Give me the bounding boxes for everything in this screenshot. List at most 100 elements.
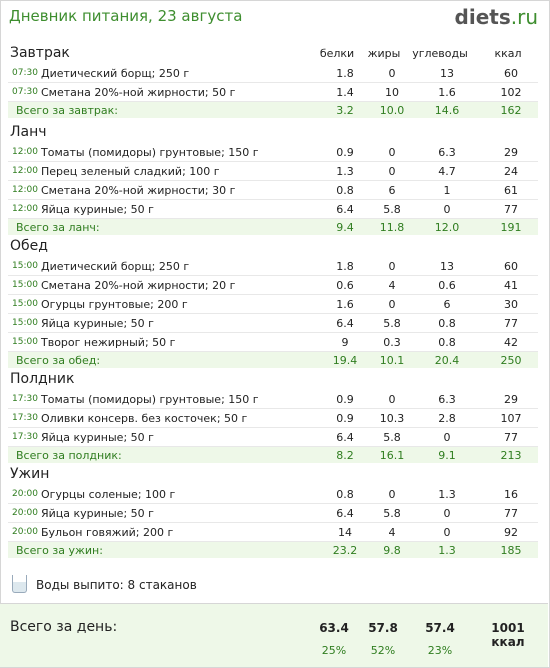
food-fat: 0.3 [383,336,401,349]
food-time: 07:30 [12,87,38,97]
food-name[interactable]: Перец зеленый сладкий; 100 г [41,165,220,178]
food-row[interactable]: 15:00 Диетический борщ; 250 г 1.8 0 13 60 [8,258,538,276]
food-name[interactable]: Творог нежирный; 50 г [41,336,176,349]
meal-total-fat: 16.1 [379,449,405,462]
food-kcal: 41 [504,279,518,292]
meal-total-row: Всего за полдник: 8.2 16.1 9.1 213 [8,447,538,463]
food-kcal: 60 [504,260,518,273]
meal-title: Обед [10,238,48,254]
page-title: Дневник питания, 23 августа [9,7,243,25]
meal-total-row: Всего за обед: 19.4 10.1 20.4 250 [8,352,538,368]
food-row[interactable]: 12:00 Перец зеленый сладкий; 100 г 1.3 0 4.7… [8,163,538,181]
column-header-carbs: углеводы [412,47,468,60]
meal-total-carbs: 9.1 [438,449,456,462]
food-kcal: 30 [504,298,518,311]
meal-total-kcal: 250 [500,354,522,367]
food-name[interactable]: Диетический борщ; 250 г [41,260,190,273]
meal-total-row: Всего за завтрак: 3.2 10.0 14.6 162 [8,102,538,118]
food-kcal: 77 [504,507,518,520]
food-fat: 4 [388,279,396,292]
food-time: 15:00 [12,299,38,309]
food-name[interactable]: Томаты (помидоры) грунтовые; 150 г [41,146,259,159]
meal-total-kcal: 213 [500,449,522,462]
food-kcal: 77 [504,317,518,330]
food-name[interactable]: Сметана 20%-ной жирности; 50 г [41,86,236,99]
food-name[interactable]: Огурцы грунтовые; 200 г [41,298,188,311]
food-fat: 0 [388,298,396,311]
food-time: 20:00 [12,527,38,537]
food-protein: 1.4 [336,86,354,99]
food-name[interactable]: Огурцы соленые; 100 г [41,488,176,501]
food-name[interactable]: Диетический борщ; 250 г [41,67,190,80]
day-percent-protein: 25% [321,644,347,657]
food-row[interactable]: 07:30 Диетический борщ; 250 г 1.8 0 13 60 [8,65,538,83]
food-name[interactable]: Оливки консерв. без косточек; 50 г [41,412,248,425]
food-fat: 0 [388,260,396,273]
food-carbs: 6.3 [438,146,456,159]
food-row[interactable]: 07:30 Сметана 20%-ной жирности; 50 г 1.4 10… [8,84,538,102]
meal-total-carbs: 14.6 [434,104,460,117]
food-time: 17:30 [12,432,38,442]
food-fat: 5.8 [383,507,401,520]
food-row[interactable]: 20:00 Огурцы соленые; 100 г 0.8 0 1.3 16 [8,486,538,504]
food-row[interactable]: 17:30 Томаты (помидоры) грунтовые; 150 г 0… [8,391,538,409]
food-name[interactable]: Яйца куриные; 50 г [41,431,154,444]
food-name[interactable]: Яйца куриные; 50 г [41,507,154,520]
food-kcal: 107 [500,412,522,425]
food-row[interactable]: 15:00 Яйца куриные; 50 г 6.4 5.8 0.8 77 [8,315,538,333]
meal-title: Полдник [10,371,75,387]
meal-total-protein: 9.4 [336,221,354,234]
food-fat: 10.3 [379,412,405,425]
site-logo[interactable]: diets.ru [455,5,538,29]
food-carbs: 0.8 [438,336,456,349]
meal-total-label: Всего за полдник: [16,449,122,462]
food-row[interactable]: 12:00 Томаты (помидоры) грунтовые; 150 г 0… [8,144,538,162]
food-kcal: 92 [504,526,518,539]
food-time: 12:00 [12,147,38,157]
food-protein: 6.4 [336,317,354,330]
food-time: 15:00 [12,318,38,328]
food-time: 17:30 [12,394,38,404]
food-protein: 0.9 [336,412,354,425]
food-row[interactable]: 20:00 Яйца куриные; 50 г 6.4 5.8 0 77 [8,505,538,523]
food-name[interactable]: Томаты (помидоры) грунтовые; 150 г [41,393,259,406]
food-time: 15:00 [12,337,38,347]
food-name[interactable]: Сметана 20%-ной жирности; 30 г [41,184,236,197]
day-total-carbs: 57.4 [425,621,455,635]
food-time: 20:00 [12,489,38,499]
meal-total-kcal: 191 [500,221,522,234]
meal-total-label: Всего за ланч: [16,221,100,234]
meal-total-fat: 11.8 [379,221,405,234]
meal-title: Ланч [10,124,47,140]
food-name[interactable]: Бульон говяжий; 200 г [41,526,174,539]
food-row[interactable]: 15:00 Огурцы грунтовые; 200 г 1.6 0 6 30 [8,296,538,314]
food-row[interactable]: 12:00 Яйца куриные; 50 г 6.4 5.8 0 77 [8,201,538,219]
food-protein: 1.8 [336,67,354,80]
food-carbs: 0 [443,526,451,539]
food-carbs: 0 [443,203,451,216]
food-row[interactable]: 17:30 Оливки консерв. без косточек; 50 г 0… [8,410,538,428]
meal-title: Завтрак [10,45,70,61]
food-row[interactable]: 15:00 Сметана 20%-ной жирности; 20 г 0.6 4 0… [8,277,538,295]
food-row[interactable]: 15:00 Творог нежирный; 50 г 9 0.3 0.8 42 [8,334,538,352]
food-kcal: 61 [504,184,518,197]
meal-total-label: Всего за ужин: [16,544,103,557]
day-total: Всего за день: 63.4 57.8 57.4 1001 ккал … [0,603,548,667]
meal-total-fat: 9.8 [383,544,401,557]
food-row[interactable]: 12:00 Сметана 20%-ной жирности; 30 г 0.8 6 1… [8,182,538,200]
food-fat: 5.8 [383,431,401,444]
food-name[interactable]: Яйца куриные; 50 г [41,317,154,330]
food-name[interactable]: Яйца куриные; 50 г [41,203,154,216]
day-total-label: Всего за день: [10,619,118,635]
food-kcal: 60 [504,67,518,80]
food-protein: 1.6 [336,298,354,311]
food-protein: 14 [338,526,352,539]
food-name[interactable]: Сметана 20%-ной жирности; 20 г [41,279,236,292]
food-carbs: 1 [443,184,451,197]
food-row[interactable]: 20:00 Бульон говяжий; 200 г 14 4 0 92 [8,524,538,542]
food-row[interactable]: 17:30 Яйца куриные; 50 г 6.4 5.8 0 77 [8,429,538,447]
food-kcal: 29 [504,393,518,406]
day-total-protein: 63.4 [319,621,349,635]
water-counter: Воды выпито: 8 стаканов [36,578,197,592]
food-time: 20:00 [12,508,38,518]
